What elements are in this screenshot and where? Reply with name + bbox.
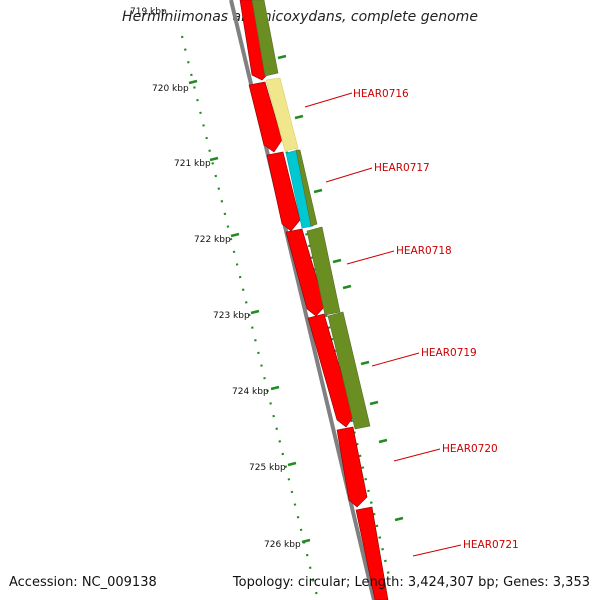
scale-label-722: 722 kbp [194, 235, 231, 245]
scale-dotted-ring [182, 36, 318, 600]
gene-label-hear0721[interactable]: HEAR0721 [463, 539, 519, 551]
gene-label-hear0718[interactable]: HEAR0718 [396, 245, 452, 257]
scale-label-725: 725 kbp [249, 463, 286, 473]
feature-band [252, 0, 370, 429]
scale-label-726: 726 kbp [264, 540, 301, 550]
genome-map: 719 kbp 720 kbp 721 kbp 722 kbp 723 kbp … [0, 0, 600, 600]
gene-label-hear0720[interactable]: HEAR0720 [442, 443, 498, 455]
scale-label-723: 723 kbp [213, 311, 250, 321]
scale-label-720: 720 kbp [152, 84, 189, 94]
genome-summary-text: Topology: circular; Length: 3,424,307 bp… [233, 575, 590, 590]
scale-label-721: 721 kbp [174, 159, 211, 169]
scale-label-top: 719 kbp [130, 7, 167, 17]
gene-label-hear0719[interactable]: HEAR0719 [421, 347, 477, 359]
gene-label-hear0716[interactable]: HEAR0716 [353, 88, 409, 100]
accession-text: Accession: NC_009138 [9, 575, 157, 590]
scale-label-724: 724 kbp [232, 387, 269, 397]
gene-label-hear0717[interactable]: HEAR0717 [374, 162, 430, 174]
